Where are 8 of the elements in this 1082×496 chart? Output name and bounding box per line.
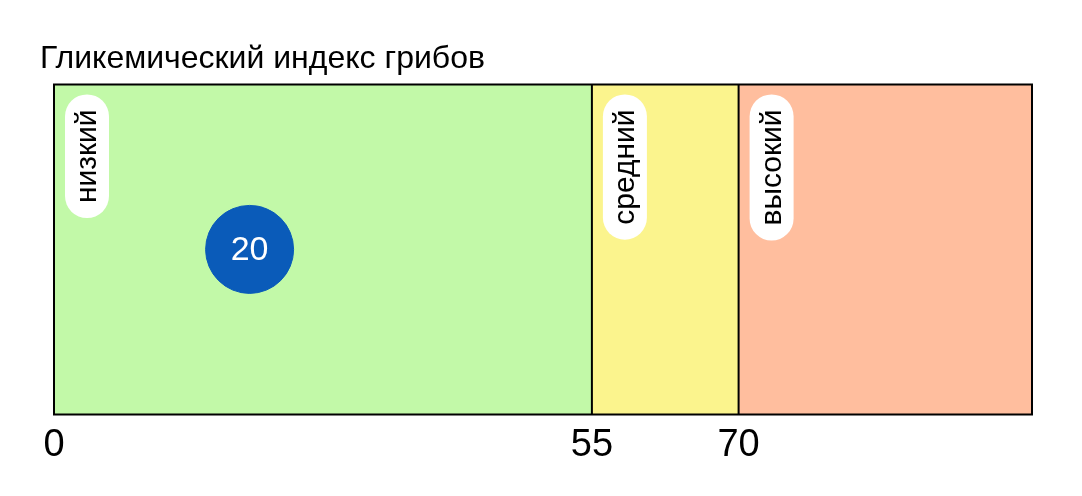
- x-tick-label: 70: [717, 421, 760, 464]
- chart-title: Гликемический индекс грибов: [40, 39, 485, 76]
- data-label: 20: [230, 228, 269, 267]
- band-label: средний: [607, 109, 641, 225]
- x-tick-label: 55: [570, 421, 614, 464]
- x-tick-label: 0: [43, 421, 65, 464]
- band-label: высокий: [753, 109, 787, 226]
- band-label: низкий: [69, 109, 103, 204]
